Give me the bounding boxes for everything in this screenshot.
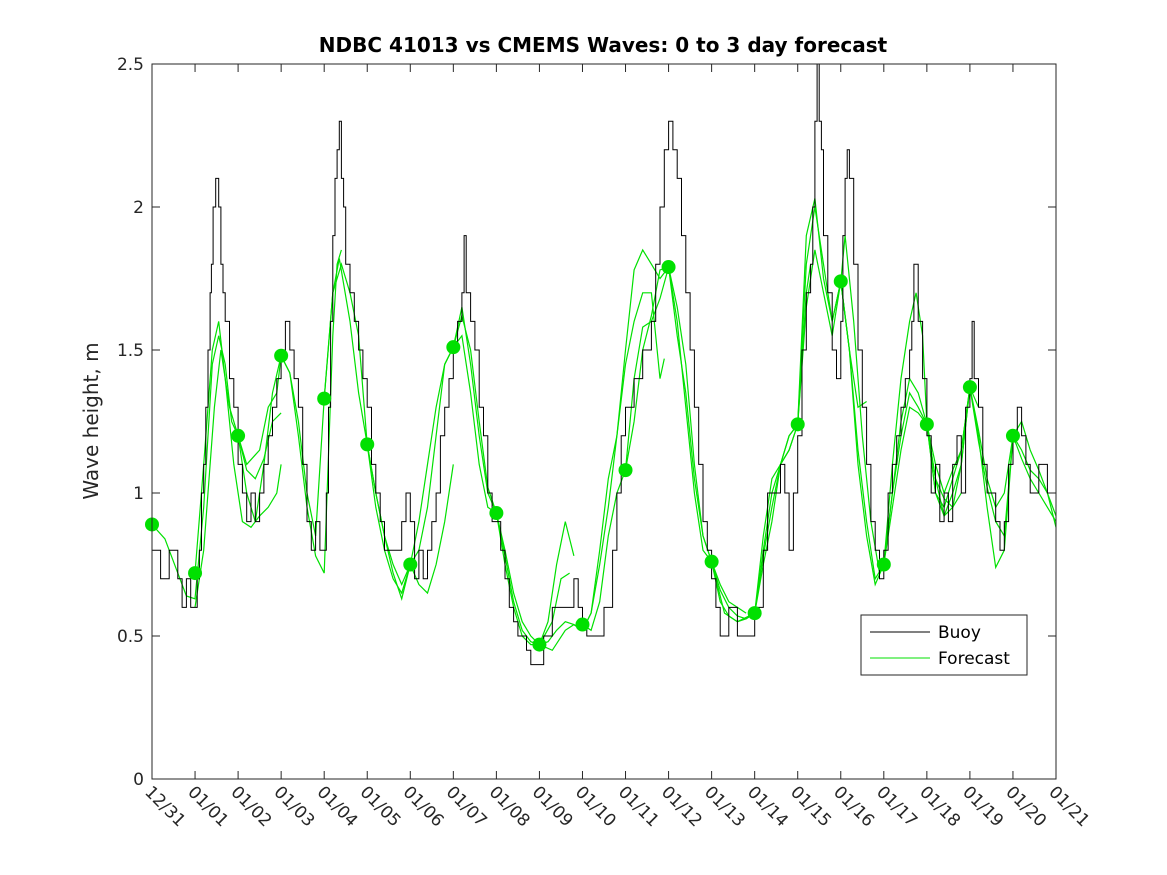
y-tick-label-3: 1.5	[117, 341, 144, 361]
forecast-marker-12	[661, 260, 676, 275]
legend-box	[860, 614, 1028, 676]
forecast-marker-7	[446, 340, 461, 355]
forecast-marker-18	[919, 417, 934, 432]
y-tick-label-0: 0	[133, 770, 144, 790]
axes-box	[151, 63, 1057, 780]
forecast-marker-20	[1005, 428, 1020, 443]
forecast-marker-1	[188, 566, 203, 581]
forecast-run-line-9	[624, 206, 867, 623]
y-axis-label: Wave height, m	[79, 342, 103, 499]
legend-forecast-label: Forecast	[938, 649, 1010, 669]
forecast-marker-3	[274, 348, 289, 363]
forecast-marker-19	[962, 380, 977, 395]
forecast-marker-5	[360, 437, 375, 452]
forecast-run-line-6	[452, 292, 665, 646]
forecast-marker-4	[317, 391, 332, 406]
forecast-marker-14	[747, 606, 762, 621]
y-tick-label-5: 2.5	[117, 55, 144, 75]
forecast-run-line-1	[194, 321, 282, 574]
y-tick-label-4: 2	[133, 198, 144, 218]
forecast-marker-15	[790, 417, 805, 432]
plot-area	[145, 63, 1057, 666]
forecast-marker-2	[231, 428, 246, 443]
forecast-run-line-3	[237, 262, 454, 595]
legend: Buoy Forecast	[860, 614, 1028, 676]
y-tick-label-2: 1	[133, 484, 144, 504]
chart-title: NDBC 41013 vs CMEMS Waves: 0 to 3 day fo…	[319, 33, 888, 57]
forecast-marker-8	[489, 506, 504, 521]
forecast-marker-6	[403, 557, 418, 572]
forecast-marker-17	[876, 557, 891, 572]
forecast-marker-11	[618, 463, 633, 478]
forecast-run-line-14	[926, 387, 1057, 538]
legend-buoy-label: Buoy	[938, 623, 981, 643]
forecast-marker-13	[704, 554, 719, 569]
y-tick-label-1: 0.5	[117, 627, 144, 647]
forecast-marker-10	[575, 617, 590, 632]
forecast-marker-9	[532, 637, 547, 652]
forecast-marker-16	[833, 274, 848, 289]
